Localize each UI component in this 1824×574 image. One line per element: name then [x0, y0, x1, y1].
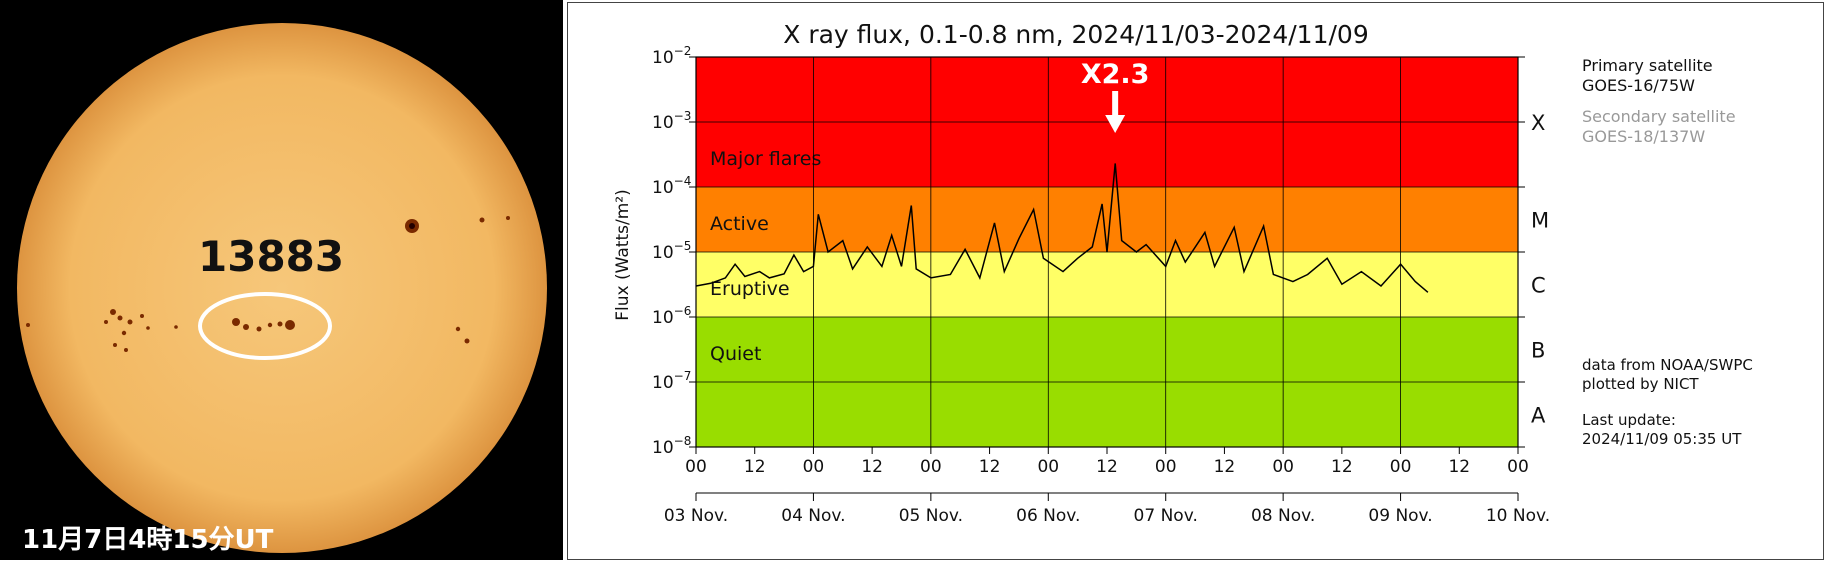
- data-source-line: data from NOAA/SWPC: [1582, 356, 1753, 374]
- x-day-label: 05 Nov.: [899, 506, 963, 526]
- x-day-label: 08 Nov.: [1251, 506, 1315, 526]
- secondary-satellite-info: Secondary satellite GOES-18/137W: [1582, 107, 1736, 147]
- x-hour-tick-label: 12: [1448, 457, 1470, 477]
- xray-flux-chart: Major flares X Active M Eruptive C Quiet B A X2.…: [613, 20, 1550, 526]
- sun-image-panel: 13883 11月7日4時15分UT: [0, 0, 563, 560]
- flare-class-label: C: [1531, 274, 1546, 298]
- x-day-label: 09 Nov.: [1368, 506, 1432, 526]
- x-day-label: 06 Nov.: [1016, 506, 1080, 526]
- secondary-satellite-label: Secondary satellite: [1582, 107, 1736, 126]
- x-hour-tick-label: 12: [744, 457, 766, 477]
- y-tick-label: 10−8: [652, 434, 691, 458]
- flare-class-label: X: [1531, 111, 1545, 135]
- x-day-label: 07 Nov.: [1134, 506, 1198, 526]
- x-hour-tick-label: 00: [685, 457, 707, 477]
- x-day-label: 10 Nov.: [1486, 506, 1550, 526]
- flare-class-label: B: [1531, 339, 1545, 363]
- x-hour-tick-label: 00: [1390, 457, 1412, 477]
- band-A: [696, 382, 1518, 447]
- y-tick-label: 10−3: [652, 109, 691, 133]
- y-axis-label: Flux (Watts/m²): [613, 189, 633, 320]
- xray-flux-chart-panel: Major flares X Active M Eruptive C Quiet B A X2.…: [567, 2, 1824, 560]
- flare-peak-label: X2.3: [1081, 59, 1150, 90]
- last-update-value: 2024/11/09 05:35 UT: [1582, 430, 1742, 448]
- flare-arrow-head: [1105, 115, 1126, 133]
- band-B: [696, 317, 1518, 382]
- x-hour-tick-label: 12: [1331, 457, 1353, 477]
- data-source-info: data from NOAA/SWPC plotted by NICT: [1582, 356, 1753, 394]
- x-hour-tick-label: 00: [1155, 457, 1177, 477]
- x-hour-tick-label: 00: [1037, 457, 1059, 477]
- x-hour-tick-label: 12: [861, 457, 883, 477]
- region-highlight-ellipse: [198, 292, 332, 360]
- x-hour-tick-label: 00: [803, 457, 825, 477]
- last-update-label: Last update:: [1582, 411, 1676, 429]
- primary-satellite-value: GOES-16/75W: [1582, 76, 1695, 95]
- x-day-label: 03 Nov.: [664, 506, 728, 526]
- x-hour-tick-label: 12: [1214, 457, 1236, 477]
- sun-disk-image: [17, 23, 547, 553]
- band-name-label: Quiet: [710, 343, 761, 365]
- flare-class-label: M: [1531, 209, 1549, 233]
- chart-title: X ray flux, 0.1-0.8 nm, 2024/11/03-2024/…: [783, 20, 1368, 49]
- y-tick-label: 10−7: [652, 369, 691, 393]
- band-name-label: Eruptive: [710, 278, 790, 300]
- x-hour-tick-label: 12: [1096, 457, 1118, 477]
- region-number-label: 13883: [198, 232, 345, 281]
- y-tick-label: 10−2: [652, 44, 691, 68]
- x-hour-tick-label: 00: [1272, 457, 1294, 477]
- secondary-satellite-value: GOES-18/137W: [1582, 127, 1706, 146]
- primary-satellite-info: Primary satellite GOES-16/75W: [1582, 56, 1713, 96]
- y-tick-label: 10−4: [652, 174, 691, 198]
- plotted-by-line: plotted by NICT: [1582, 375, 1699, 393]
- sunspots: [26, 216, 510, 352]
- band-C: [696, 252, 1518, 317]
- flare-class-label: A: [1531, 404, 1546, 428]
- primary-satellite-label: Primary satellite: [1582, 56, 1713, 75]
- y-tick-label: 10−6: [652, 304, 691, 328]
- band-M: [696, 187, 1518, 252]
- flux-series-line: [695, 163, 1429, 293]
- x-day-label: 04 Nov.: [781, 506, 845, 526]
- axes: 10−210−310−410−510−610−710−800 12 00 12 00 12…: [652, 44, 1550, 526]
- y-tick-label: 10−5: [652, 239, 691, 263]
- band-name-label: Major flares: [710, 148, 821, 170]
- x-hour-tick-label: 00: [1507, 457, 1529, 477]
- flare-annotation: X2.3: [1081, 59, 1150, 133]
- sun-disk: [17, 23, 547, 553]
- x-hour-tick-label: 00: [920, 457, 942, 477]
- last-update-info: Last update: 2024/11/09 05:35 UT: [1582, 411, 1741, 449]
- band-name-label: Active: [710, 213, 769, 235]
- x-hour-tick-label: 12: [979, 457, 1001, 477]
- observation-time-label: 11月7日4時15分UT: [22, 525, 274, 555]
